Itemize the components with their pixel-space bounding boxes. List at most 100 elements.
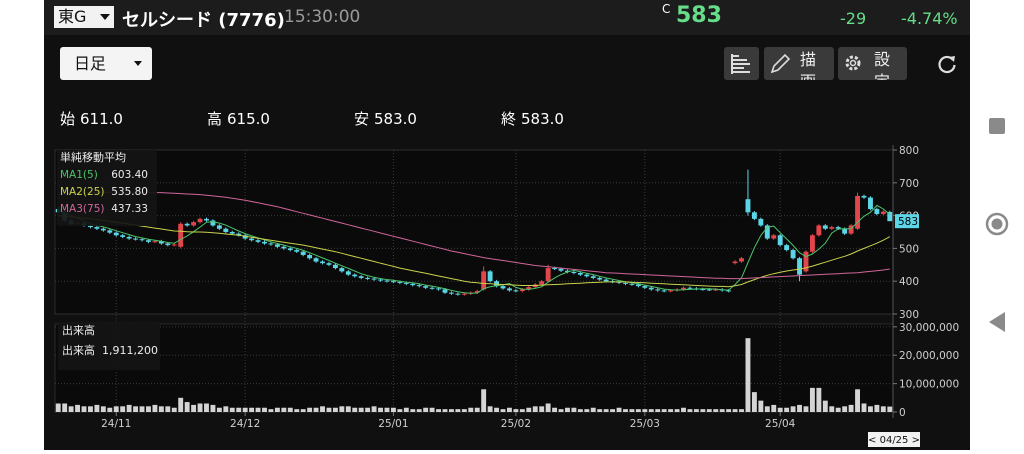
candle-body (745, 199, 751, 213)
candle-body (448, 292, 454, 294)
candle-body (423, 286, 429, 288)
y-tick-label: 300 (899, 309, 919, 321)
candle-body (139, 239, 145, 241)
back-button[interactable] (989, 312, 1005, 332)
candle-body (855, 195, 860, 229)
draw-button[interactable]: 描画 (764, 47, 834, 80)
legend-value: 437.33 (111, 203, 148, 215)
candle-body (642, 286, 648, 288)
candle-body (236, 233, 242, 236)
candle-body (848, 225, 854, 234)
candle-body (526, 287, 532, 290)
volume-bar (139, 406, 145, 412)
volume-bar (829, 406, 835, 412)
candle-body (223, 228, 229, 232)
candle-body (410, 283, 416, 286)
ohlc-value: 611.0 (80, 110, 123, 128)
candle-body (758, 218, 764, 226)
volume-bar (455, 409, 461, 412)
candle-body (384, 280, 390, 282)
candle-body (474, 291, 480, 293)
candle-body (268, 243, 274, 245)
volume-bar (635, 409, 641, 412)
volume-bar (474, 407, 480, 412)
volume-bar (842, 406, 848, 412)
candle-body (294, 250, 300, 252)
home-button[interactable] (985, 212, 1009, 236)
volume-bar (732, 409, 738, 412)
x-tick-label: 25/01 (378, 418, 408, 430)
ohlc-item: 安 583.0 (354, 108, 417, 129)
volume-bar (313, 407, 319, 412)
candle-body (861, 195, 867, 198)
volume-bar (790, 406, 796, 412)
volume-bar (113, 406, 119, 412)
candle-body (146, 240, 151, 242)
ohlc-item: 終 583.0 (501, 108, 564, 129)
candle-body (371, 278, 377, 280)
legend-title: 出来高 (62, 323, 95, 337)
legend-entry: 出来高 (62, 343, 95, 357)
period-select[interactable]: 日足 (60, 47, 152, 80)
volume-bar (120, 406, 126, 412)
candle-body (320, 261, 325, 264)
volume-bar (171, 407, 177, 412)
volume-bar (55, 403, 61, 412)
volume-bar (384, 407, 390, 412)
ohlc-value: 583.0 (374, 110, 417, 128)
volume-bar (494, 407, 500, 412)
volume-bar (223, 406, 229, 412)
volume-bar (681, 407, 686, 412)
recent-apps-button[interactable] (989, 118, 1005, 134)
candle-body (829, 227, 835, 229)
volume-bar (339, 406, 345, 412)
candle-body (455, 293, 461, 295)
candle-body (603, 279, 609, 282)
candle-body (803, 251, 809, 272)
volume-bar (507, 407, 512, 412)
candle-body (378, 279, 383, 281)
candle-body (648, 287, 654, 290)
candle-body (700, 289, 706, 291)
volume-bar (268, 409, 274, 412)
volume-bar (487, 406, 493, 412)
candle-body (332, 264, 338, 269)
ohlc-label: 安 (354, 110, 370, 128)
candle-body (216, 225, 222, 229)
legend-entry: MA3(75) (60, 203, 104, 215)
volume-bar (693, 409, 699, 412)
volume-bar (442, 409, 448, 412)
candle-body (590, 276, 596, 278)
candle-body (126, 236, 132, 239)
candle-body (513, 290, 519, 292)
candle-body (120, 235, 126, 237)
volume-bar (352, 407, 358, 412)
draw-label: 描画 (800, 50, 817, 80)
indicator-button[interactable] (724, 47, 759, 80)
candle-body (558, 268, 564, 271)
volume-bar (874, 404, 880, 412)
volume-bar (216, 407, 222, 412)
volume-bar (68, 406, 74, 412)
volume-bar (558, 409, 564, 412)
volume-bar (100, 406, 106, 412)
cursor-date: < 04/25 > (868, 435, 920, 446)
volume-bar (287, 407, 293, 412)
candle-body (461, 293, 467, 295)
candle-body (171, 244, 177, 246)
ohlc-value: 583.0 (521, 110, 564, 128)
volume-bar (751, 392, 757, 412)
volume-bar (519, 409, 525, 412)
volume-bar (648, 409, 654, 412)
volume-bar (513, 409, 519, 412)
y-tick-label: 400 (899, 276, 919, 288)
refresh-button[interactable] (935, 52, 959, 76)
ohlc-item: 始 611.0 (60, 108, 123, 129)
candle-body (358, 276, 364, 278)
candle-body (390, 281, 396, 283)
exchange-select[interactable]: 東G (54, 6, 114, 28)
candle-body (242, 235, 248, 239)
volume-bar (655, 409, 661, 412)
settings-button[interactable]: 設定 (838, 47, 907, 80)
